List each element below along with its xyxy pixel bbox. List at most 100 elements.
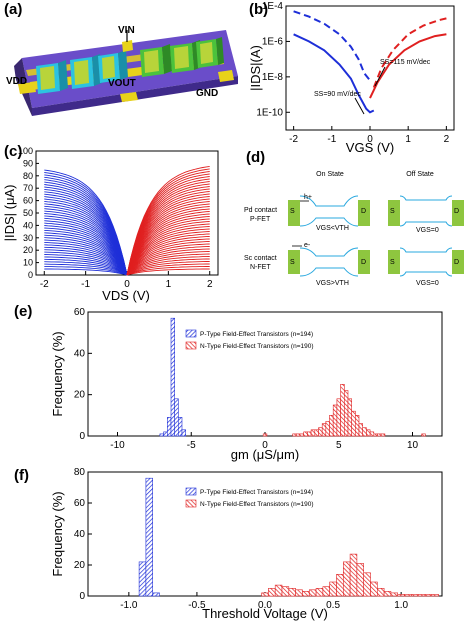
output-curve-c-0-32 [44,191,128,276]
bar-e-1-16 [347,398,353,437]
nfet-off-source: S [390,259,395,266]
output-curve-c-1-26 [126,203,210,276]
legend-e: P-Type Field-Effect Transistors (n=194) … [185,329,314,350]
output-curve-c-1-9 [126,246,210,276]
bar-e-1-25 [380,433,386,437]
bar-f-0-1 [145,477,153,597]
bar-e-1-10 [325,421,330,437]
bar-f-1-16 [370,581,378,597]
bar-e-0-3 [170,317,176,437]
output-curve-c-1-28 [126,198,210,276]
y-tick-label-c: 20 [23,245,33,255]
bar-f-1-23 [417,594,426,597]
y-tick-label-f: 60 [74,498,86,509]
output-curve-c-0-6 [44,254,128,276]
y-tick-label-e: 40 [74,348,86,359]
nfet-off-drain: D [454,259,459,266]
vin-label: VIN [118,25,135,36]
y-tick-label-f: 80 [74,467,86,478]
bar-e-1-12 [332,404,338,437]
output-curve-c-0-12 [44,239,128,276]
bar-e-1-22 [369,431,375,437]
bar-f-1-13 [349,553,358,597]
output-curve-c-1-2 [126,263,210,276]
panel-label-f: (f) [14,467,29,484]
output-curve-c-0-29 [44,198,128,276]
panel-label-b: (b) [249,1,268,18]
bar-f-0-0 [138,561,147,597]
output-curve-c-0-23 [44,213,128,276]
pfet-off-drain: D [454,208,459,215]
bar-e-1-24 [377,433,382,437]
bar-f-1-18 [383,591,392,597]
output-curve-c-0-17 [44,227,128,276]
output-curve-c-0-30 [44,196,128,276]
series-line-b-0 [293,10,371,82]
pfet-label-line2: P-FET [250,216,271,223]
output-curve-c-0-11 [44,241,128,276]
y-tick-label-f: 0 [79,591,85,602]
y-tick-label-b: 1E-10 [256,107,283,118]
legend-e-n: N-Type Field-Effect Transistors (n=190) [200,343,314,350]
bar-f-1-3 [281,586,290,597]
off-state-heading: Off State [406,171,434,178]
output-curve-c-0-16 [44,229,128,276]
y-tick-label-b: 1E-4 [262,1,284,12]
panel-label-c: (c) [4,143,22,160]
output-curve-c-1-8 [126,248,210,276]
bar-e-0-1 [163,431,168,437]
output-curve-c-0-0 [44,268,128,276]
output-curve-c-0-22 [44,215,128,276]
bar-e-1-11 [329,414,334,437]
pfet-on-condition: VGS<VTH [316,225,349,232]
series-group-e [159,317,426,437]
x-tick-label-c: -2 [40,279,49,290]
series-group-c [44,165,210,276]
nfet-band-diagram-icon: S D e- VGS>VTH [288,242,370,287]
x-tick-label-c: 1 [166,279,172,290]
output-curve-c-0-19 [44,222,128,276]
output-curve-c-1-22 [126,213,210,276]
output-curve-c-1-21 [126,216,210,276]
legend-f-n: N-Type Field-Effect Transistors (n=190) [200,501,314,508]
x-tick-label-f: 0.5 [326,600,340,611]
output-curve-c-1-1 [126,266,210,276]
bar-f-1-7 [308,589,317,597]
bar-f-1-2 [274,584,283,597]
bar-e-1-26 [421,433,426,437]
bar-e-1-19 [358,423,364,437]
output-curve-c-0-5 [44,256,128,276]
output-curve-c-1-15 [126,231,210,276]
bar-f-1-25 [431,594,439,597]
output-curve-c-1-6 [126,253,210,276]
bar-e-1-2 [295,433,301,437]
bar-e-1-8 [318,427,323,437]
output-curve-c-0-18 [44,225,128,276]
y-tick-label-c: 40 [23,220,33,230]
panel-f: (f) -1.0 -0.5 0.0 0.5 1.0 0 20 40 60 80 P-Type Fi… [14,467,443,621]
panel-b: (b) -2 -1 0 1 2 1E-4 1E-6 1E-8 1E-10 SS=115 mV/d… [248,1,455,155]
bar-e-0-5 [178,417,183,437]
x-tick-label-e: -5 [187,440,196,451]
pfet-off-condition: VGS=0 [416,227,439,234]
panel-d: (d) On State Off State Pd contact P-FET … [244,149,464,287]
panel-label-d: (d) [246,149,265,166]
x-tick-label-e: -10 [110,440,125,451]
y-tick-label-b: 1E-8 [262,72,284,83]
output-curve-c-1-20 [126,218,210,276]
output-curve-c-1-29 [126,196,210,276]
device-blocks [36,37,224,94]
x-tick-label-b: -1 [327,134,336,145]
panel-e: (e) -10 -5 0 5 10 0 20 40 60 P-Type Field-Effect… [14,303,443,462]
output-curve-c-1-16 [126,228,210,276]
bar-e-1-4 [303,431,308,437]
x-tick-label-b: 2 [444,134,450,145]
output-curve-c-1-3 [126,261,210,276]
bar-e-1-1 [292,433,297,437]
y-axis-label-e: Frequency (%) [50,331,65,416]
x-tick-label-c: -1 [81,279,90,290]
ss-annotation-p: SS=90 mV/dec [314,91,361,98]
